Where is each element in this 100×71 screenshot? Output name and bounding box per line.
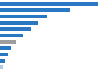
Bar xyxy=(0,15,47,18)
Bar xyxy=(0,2,98,6)
Bar xyxy=(0,65,3,69)
Bar xyxy=(0,46,11,50)
Bar xyxy=(0,8,70,12)
Bar xyxy=(0,21,38,25)
Bar xyxy=(0,40,16,44)
Bar xyxy=(0,34,23,37)
Bar xyxy=(0,27,31,31)
Bar xyxy=(0,59,5,63)
Bar xyxy=(0,53,8,56)
